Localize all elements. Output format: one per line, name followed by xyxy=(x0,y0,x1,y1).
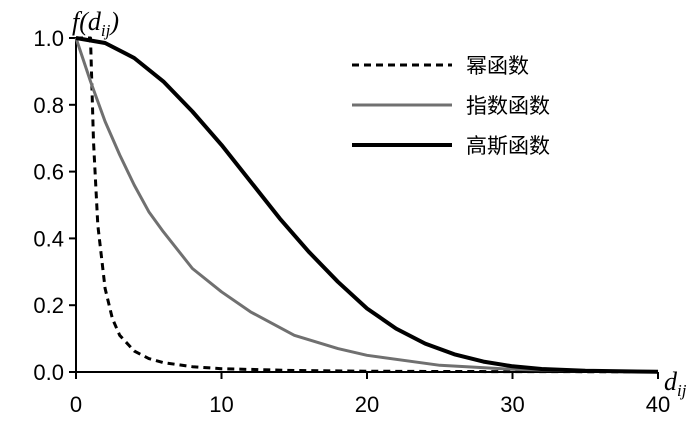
y-tick-label: 0.4 xyxy=(33,226,64,251)
y-tick-label: 1.0 xyxy=(33,26,64,51)
y-axis-label: f(dij) xyxy=(72,7,119,40)
x-tick-label: 0 xyxy=(70,392,82,417)
x-axis-label: dij xyxy=(664,367,687,400)
ticks: 0.0 0.2 0.4 0.6 0.8 1.0 0 10 20 30 40 xyxy=(33,26,670,417)
y-tick-label: 0.6 xyxy=(33,160,64,185)
y-tick-label: 0.2 xyxy=(33,293,64,318)
series-line-1 xyxy=(76,36,659,374)
axes xyxy=(75,38,658,373)
x-tick-label: 20 xyxy=(355,392,379,417)
series-line-3 xyxy=(75,36,659,374)
y-tick-label: 0.0 xyxy=(33,360,64,385)
x-tick-label: 40 xyxy=(646,392,670,417)
legend-label: 指数函数 xyxy=(466,94,550,118)
legend-label: 幂函数 xyxy=(466,54,529,78)
x-tick-label: 30 xyxy=(500,392,524,417)
legend-label: 高斯函数 xyxy=(466,134,550,158)
y-tick-label: 0.8 xyxy=(33,93,64,118)
series-line-2 xyxy=(74,37,659,374)
series-layer xyxy=(74,36,659,374)
x-tick-label: 10 xyxy=(209,392,233,417)
